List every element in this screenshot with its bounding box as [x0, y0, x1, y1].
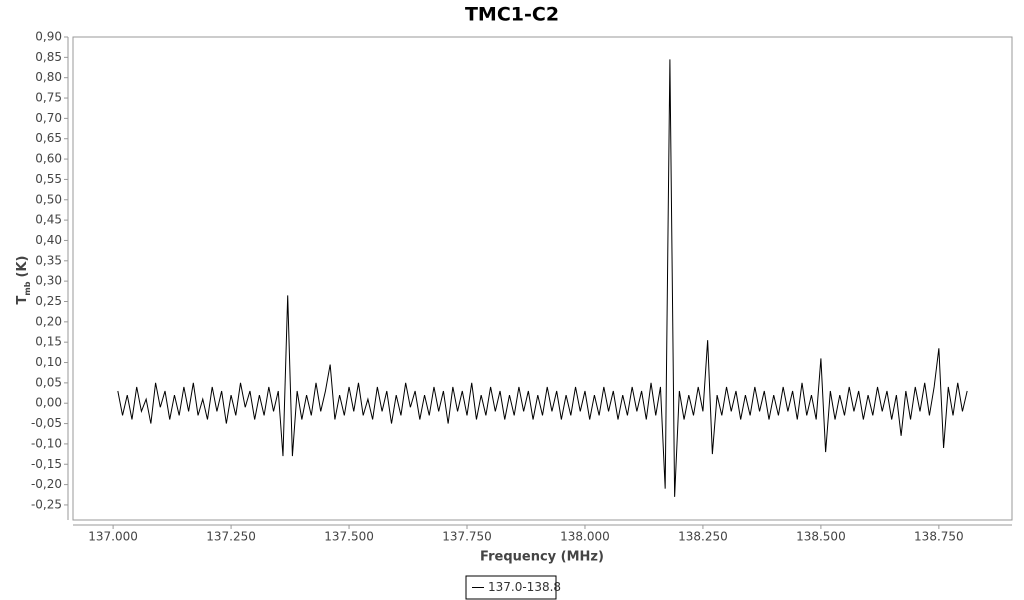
y-tick-label: -0,10 — [31, 436, 62, 450]
spectrum-line — [117, 59, 968, 497]
y-axis-label-unit: (K) — [15, 256, 30, 278]
y-tick-label: 0,35 — [35, 253, 62, 267]
y-tick-label: 0,10 — [35, 355, 62, 369]
y-axis-label-main: T — [15, 295, 30, 304]
y-tick-label: 0,50 — [35, 192, 62, 206]
y-tick-label: 0,90 — [35, 30, 62, 44]
y-tick-label: 0,45 — [35, 213, 62, 227]
y-tick-label: 0,80 — [35, 70, 62, 84]
y-tick-label: 0,65 — [35, 131, 62, 145]
x-tick-label: 138.250 — [678, 530, 728, 544]
y-tick-label: 0,25 — [35, 294, 62, 308]
y-tick-label: 0,40 — [35, 233, 62, 247]
y-tick-label: 0,00 — [35, 396, 62, 410]
x-axis-label: Frequency (MHz) — [480, 550, 604, 565]
chart-title: TMC1-C2 — [465, 4, 559, 26]
y-axis-label-sub: mb — [23, 281, 32, 295]
y-tick-label: 0,60 — [35, 152, 62, 166]
y-tick-label: 0,70 — [35, 111, 62, 125]
y-tick-label: 0,20 — [35, 314, 62, 328]
plot-area — [72, 36, 1013, 521]
x-tick-label: 137.750 — [442, 530, 492, 544]
x-tick-label: 137.000 — [88, 530, 138, 544]
x-tick-label: 138.000 — [560, 530, 610, 544]
legend — [465, 575, 557, 600]
y-tick-label: 0,15 — [35, 335, 62, 349]
y-tick-label: 0,85 — [35, 50, 62, 64]
x-tick-label: 137.500 — [324, 530, 374, 544]
x-tick-label: 138.750 — [914, 530, 964, 544]
y-tick-label: 0,30 — [35, 274, 62, 288]
y-tick-label: 0,75 — [35, 91, 62, 105]
x-tick-label: 137.250 — [206, 530, 256, 544]
x-tick-label: 138.500 — [796, 530, 846, 544]
y-axis-label: Tmb (K) — [15, 256, 32, 305]
y-tick-label: 0,05 — [35, 375, 62, 389]
y-tick-label: -0,05 — [31, 416, 62, 430]
y-tick-label: -0,25 — [31, 497, 62, 511]
y-tick-label: -0,15 — [31, 457, 62, 471]
y-tick-label: -0,20 — [31, 477, 62, 491]
y-tick-label: 0,55 — [35, 172, 62, 186]
legend-label: 137.0-138.8 — [488, 580, 561, 594]
